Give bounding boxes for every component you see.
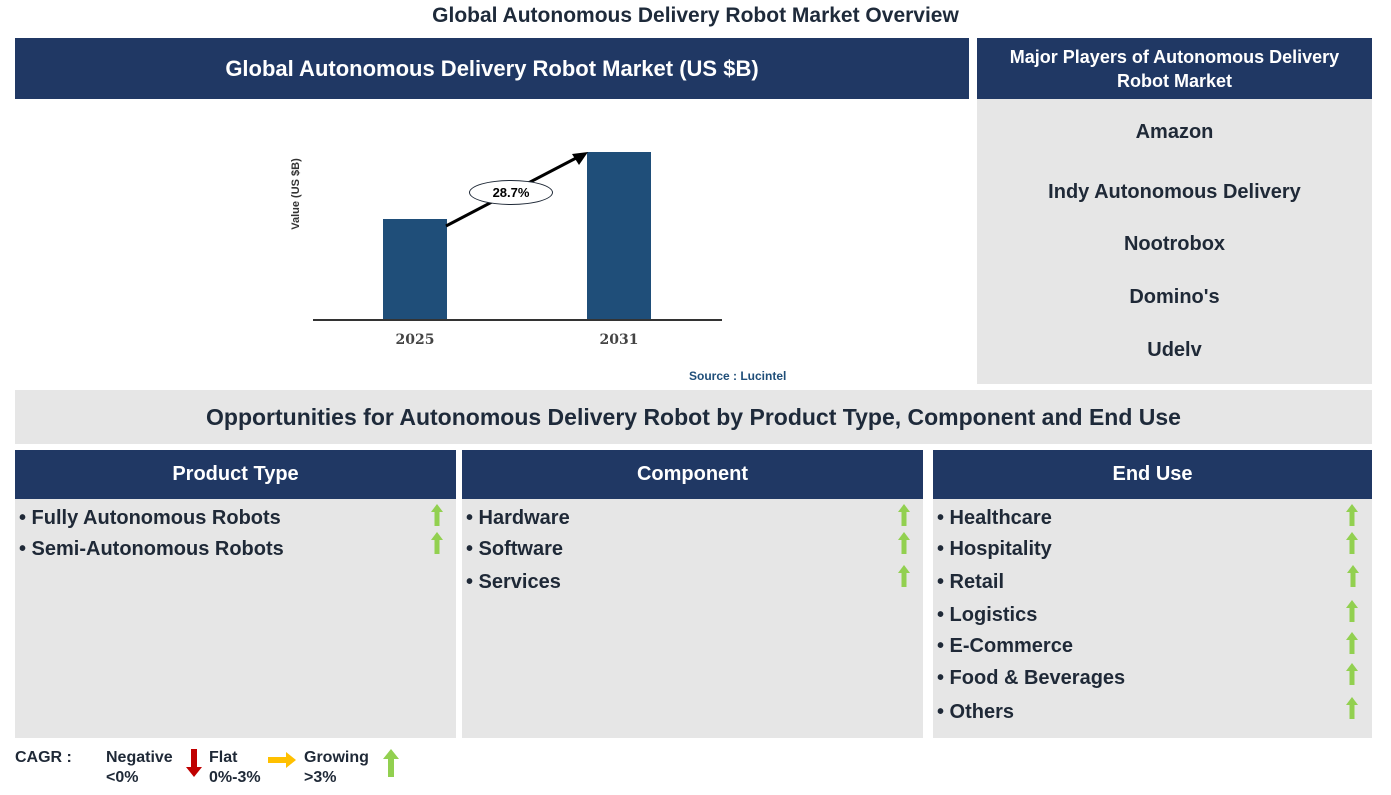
bar-2025: [383, 219, 447, 319]
segment-body-component: • Hardware • Software • Services: [462, 499, 923, 738]
growing-arrow-icon: [898, 504, 910, 526]
segment-item: • Retail: [937, 571, 1005, 593]
legend-negative-range: <0%: [106, 769, 139, 786]
growing-arrow-icon: [431, 504, 443, 526]
player-item: Domino's: [1129, 286, 1220, 308]
segment-item: • Logistics: [937, 604, 1038, 626]
segment-header-component: Component: [462, 450, 923, 499]
flat-right-arrow-icon: [268, 752, 296, 768]
growing-up-arrow-icon: [383, 749, 399, 777]
segment-header-product-type: Product Type: [15, 450, 456, 499]
segment-body-end-use: • Healthcare • Hospitality • Retail • Lo…: [933, 499, 1372, 738]
growing-arrow-icon: [1346, 697, 1358, 719]
opportunities-banner: Opportunities for Autonomous Delivery Ro…: [15, 390, 1372, 444]
market-chart-header: Global Autonomous Delivery Robot Market …: [15, 38, 969, 99]
segment-item: • E-Commerce: [937, 635, 1073, 657]
legend-flat-range: 0%-3%: [209, 769, 261, 786]
growing-arrow-icon: [1346, 600, 1358, 622]
segment-body-product-type: • Fully Autonomous Robots • Semi-Autonom…: [15, 499, 456, 738]
page-title: Global Autonomous Delivery Robot Market …: [432, 4, 959, 27]
segment-item: • Hospitality: [937, 538, 1052, 560]
legend-cagr-label: CAGR :: [15, 749, 72, 766]
players-header: Major Players of Autonomous Delivery Rob…: [977, 38, 1372, 99]
cagr-label: 28.7%: [469, 180, 553, 205]
segment-item: • Semi-Autonomous Robots: [19, 538, 284, 560]
growing-arrow-icon: [898, 565, 910, 587]
growing-arrow-icon: [898, 532, 910, 554]
growing-arrow-icon: [1346, 532, 1358, 554]
legend-growing-label: Growing: [304, 749, 369, 766]
players-list: Amazon Indy Autonomous Delivery Nootrobo…: [977, 99, 1372, 384]
player-item: Amazon: [1135, 121, 1214, 143]
legend-growing-range: >3%: [304, 769, 337, 786]
growing-arrow-icon: [1346, 632, 1358, 654]
segment-item: • Healthcare: [937, 507, 1052, 529]
segment-item: • Hardware: [466, 507, 570, 529]
chart-x-axis: [313, 319, 722, 321]
segment-item: • Others: [937, 701, 1015, 723]
growing-arrow-icon: [431, 532, 443, 554]
segment-item: • Food & Beverages: [937, 667, 1126, 689]
legend-negative: Negative <0%: [106, 748, 173, 788]
player-item: Indy Autonomous Delivery: [1048, 181, 1301, 203]
growing-arrow-icon: [1347, 565, 1359, 587]
segment-item: • Fully Autonomous Robots: [19, 507, 281, 529]
growing-arrow-icon: [1346, 663, 1358, 685]
legend-flat-label: Flat: [209, 749, 238, 766]
segment-header-end-use: End Use: [933, 450, 1372, 499]
legend-growing: Growing >3%: [304, 748, 369, 788]
negative-down-arrow-icon: [186, 749, 202, 777]
legend-negative-label: Negative: [106, 749, 173, 766]
x-tick-2031: 2031: [599, 332, 639, 348]
x-tick-2025: 2025: [395, 332, 435, 348]
source-label: Source : Lucintel: [689, 369, 787, 383]
bar-2031: [587, 152, 651, 319]
player-item: Udelv: [1147, 339, 1202, 361]
chart-y-axis-label: Value (US $B): [290, 158, 302, 230]
growing-arrow-icon: [1346, 504, 1358, 526]
segment-item: • Services: [466, 571, 561, 593]
segment-item: • Software: [466, 538, 564, 560]
legend-flat: Flat 0%-3%: [209, 748, 261, 788]
player-item: Nootrobox: [1123, 233, 1226, 255]
